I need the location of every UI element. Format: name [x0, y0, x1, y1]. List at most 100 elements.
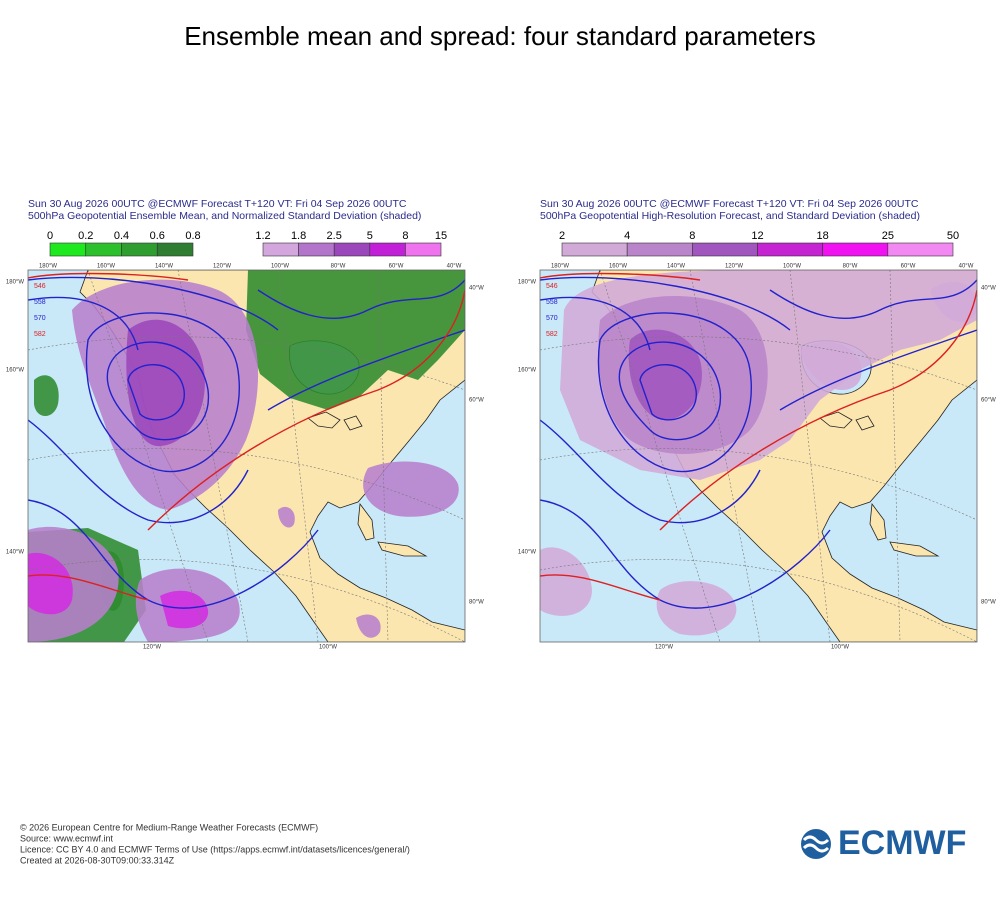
shading — [246, 270, 465, 410]
colorbar-swatch — [369, 242, 406, 257]
shading — [28, 552, 73, 615]
geo-label: 100°W — [271, 264, 289, 270]
geo-label: 180°W — [551, 264, 569, 270]
contour — [257, 279, 465, 319]
shading — [363, 461, 459, 517]
footer-line: Source: www.ecmwf.int — [20, 833, 114, 843]
colorbar-swatch — [692, 242, 758, 257]
geo-label: 80°W — [331, 264, 346, 270]
contour-label: 546 — [34, 283, 46, 290]
geo-label: 180°W — [39, 264, 57, 270]
map: 546 558 570 582 180°W 160°W 140°W 120°W 100°W 80°… — [518, 264, 996, 651]
contour — [659, 289, 977, 531]
geo-label: 120°W — [143, 645, 161, 651]
colorbar-swatch — [298, 242, 335, 257]
colorbar-label: 25 — [882, 230, 894, 242]
contour — [28, 276, 279, 331]
colorbar-swatch — [49, 242, 87, 257]
contour — [540, 272, 701, 281]
map-frame — [539, 269, 978, 643]
colorbar-swatch — [85, 242, 122, 257]
geo-label: 140°W — [155, 264, 173, 270]
contour — [147, 289, 465, 531]
contour — [28, 296, 139, 351]
colorbar-label: 8 — [402, 230, 408, 242]
colorbar-label: 2 — [559, 230, 565, 242]
geo-label: 100°W — [783, 264, 801, 270]
panel-header: Sun 30 Aug 2026 00UTC @ECMWF Forecast T+… — [540, 198, 919, 210]
shading — [126, 319, 205, 447]
contour — [28, 574, 149, 601]
footer-line: Created at 2026-08-30T09:00:33.314Z — [20, 855, 175, 865]
colorbar-label: 0.2 — [78, 230, 93, 242]
footer: © 2026 European Centre for Medium-Range … — [20, 822, 410, 865]
footer-line: Licence: CC BY 4.0 and ECMWF Terms of Us… — [20, 844, 410, 854]
colorbar-swatch — [887, 242, 954, 257]
logo-icon-wave — [802, 835, 830, 853]
logo: ECMWF — [801, 824, 966, 862]
geo-label: 80°W — [469, 600, 484, 606]
panel-header: Sun 30 Aug 2026 00UTC @ECMWF Forecast T+… — [28, 198, 407, 210]
colorbar-label: 18 — [817, 230, 829, 242]
geo-label: 120°W — [725, 264, 743, 270]
geo-label: 160°W — [97, 264, 115, 270]
geo-label: 140°W — [6, 550, 24, 556]
contour — [106, 341, 209, 441]
geo-label: 140°W — [667, 264, 685, 270]
map: 546 558 570 582 180°W 160°W 140°W 120°W 100°W 80°… — [6, 264, 484, 651]
colorbar-swatch — [561, 242, 628, 257]
contour — [540, 419, 761, 524]
graticule — [540, 270, 977, 642]
geo-label: 180°W — [518, 280, 536, 286]
geo-label: 60°W — [981, 398, 996, 404]
colorbar-label: 0.8 — [185, 230, 200, 242]
geo-label: 100°W — [319, 645, 337, 651]
contour-label: 546 — [546, 283, 558, 290]
colorbar-swatch — [626, 242, 693, 257]
shading — [278, 506, 295, 528]
colorbar-label: 0 — [47, 230, 53, 242]
contour — [540, 276, 791, 331]
colorbar-swatch — [405, 242, 442, 257]
contour — [267, 329, 465, 411]
shading — [540, 547, 592, 616]
geo-label: 180°W — [6, 280, 24, 286]
contour-label: 582 — [34, 331, 46, 338]
contour — [28, 419, 249, 524]
map-area — [540, 270, 977, 642]
geo-label: 100°W — [831, 645, 849, 651]
contour-label: 582 — [546, 331, 558, 338]
geo-label: 160°W — [518, 368, 536, 374]
colorbar-label: 1.8 — [291, 230, 306, 242]
colorbar-swatch — [822, 242, 889, 257]
geo-label: 40°W — [447, 264, 462, 270]
shading — [160, 590, 209, 629]
geo-label: 120°W — [655, 645, 673, 651]
contour-label: 570 — [34, 315, 46, 322]
logo-icon — [801, 829, 831, 859]
contour-label: 570 — [546, 315, 558, 322]
contour — [540, 296, 651, 351]
geo-label: 60°W — [389, 264, 404, 270]
colorbar-label: 0.6 — [150, 230, 165, 242]
colorbar-label: 8 — [689, 230, 695, 242]
shading — [356, 614, 381, 638]
contour-label: 558 — [34, 299, 46, 306]
geo-label: 120°W — [213, 264, 231, 270]
colorbar-label: 2.5 — [327, 230, 342, 242]
contour — [618, 341, 721, 441]
colorbar-swatch — [262, 242, 299, 257]
geo-label: 160°W — [6, 368, 24, 374]
colorbar-label: 5 — [367, 230, 373, 242]
contour — [540, 499, 831, 609]
contour — [639, 364, 697, 421]
contour — [769, 279, 977, 319]
shading — [34, 375, 59, 416]
colorbar-label: 12 — [751, 230, 763, 242]
colorbar-swatch — [156, 242, 194, 257]
geo-label: 40°W — [469, 286, 484, 292]
map-area — [28, 270, 465, 642]
contour — [85, 312, 240, 473]
panel-header: 500hPa Geopotential Ensemble Mean, and N… — [28, 210, 421, 222]
colorbar-label: 4 — [624, 230, 630, 242]
